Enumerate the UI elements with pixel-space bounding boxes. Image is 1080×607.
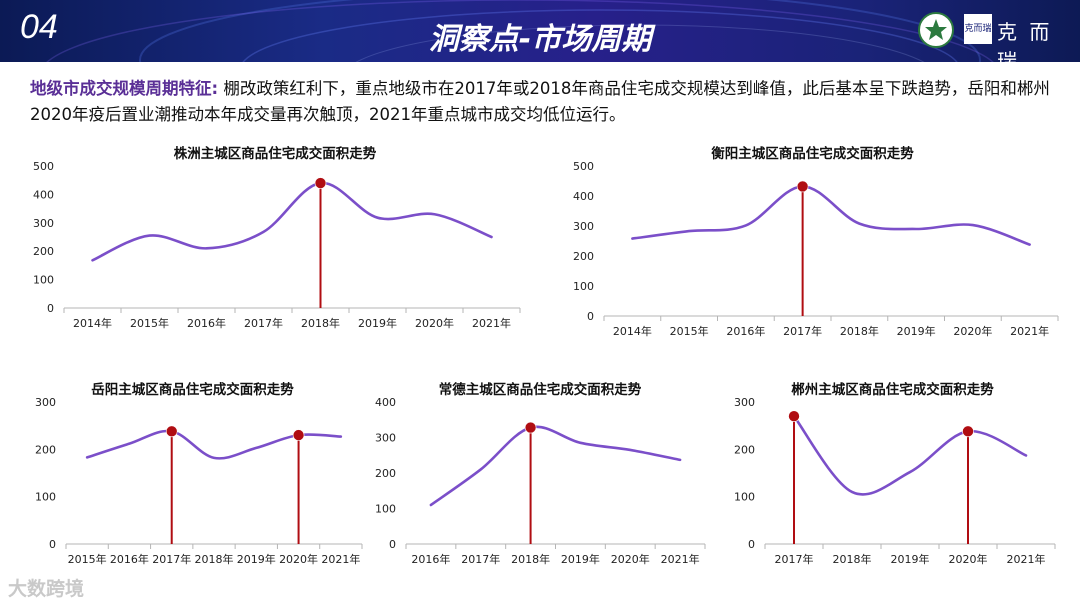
summary-label: 地级市成交规模周期特征: (30, 79, 219, 98)
chart-title: 郴州主城区商品住宅成交面积走势 (791, 382, 994, 398)
summary-text: 地级市成交规模周期特征: 棚改政策红利下，重点地级市在2017年或2018年商品… (30, 76, 1050, 128)
x-tick-label: 2018年 (195, 552, 234, 566)
y-tick-label: 300 (33, 217, 54, 230)
y-tick-label: 100 (573, 280, 594, 293)
y-tick-label: 200 (35, 443, 56, 456)
x-tick-label: 2014年 (73, 316, 112, 330)
y-tick-label: 300 (35, 396, 56, 409)
peak-point (292, 429, 305, 441)
x-tick-label: 2021年 (321, 552, 360, 566)
x-tick-label: 2016年 (110, 552, 149, 566)
x-tick-label: 2020年 (279, 552, 318, 566)
y-tick-label: 400 (375, 396, 396, 409)
y-tick-label: 200 (734, 443, 755, 456)
chart-plot: 0 100 200 300 400 500 2014年 2015年 2016年 2017年 2018… (33, 160, 521, 330)
header-banner: 04 洞察点-市场周期 克而瑞 克 而 瑞 (0, 0, 1080, 62)
chart-plot: 0 100 200 300 2015年 2016年 2017年 2018年 2019年 2020年… (35, 396, 363, 566)
y-tick-label: 100 (375, 503, 396, 516)
x-tick-label: 2017年 (783, 324, 822, 338)
x-tick-label: 2019年 (237, 552, 276, 566)
peak-point (165, 425, 178, 438)
chart-yueyang: 岳阳主城区商品住宅成交面积走势 0 100 200 300 2015年 2016年 2017… (20, 378, 365, 573)
peak-point (524, 421, 537, 434)
x-tick-label: 2016年 (187, 316, 226, 330)
page-number: 04 (20, 8, 58, 46)
x-tick-label: 2019年 (897, 324, 936, 338)
peak-point (788, 410, 800, 423)
x-tick-label: 2015年 (68, 552, 107, 566)
x-tick-label: 2021年 (472, 316, 511, 330)
x-tick-label: 2017年 (244, 316, 283, 330)
y-tick-label: 0 (389, 538, 396, 551)
x-tick-label: 2018年 (301, 316, 340, 330)
x-tick-label: 2014年 (613, 324, 652, 338)
x-tick-label: 2015年 (670, 324, 709, 338)
logo-box: 克而瑞 (964, 14, 992, 44)
x-tick-label: 2020年 (953, 324, 992, 338)
summary-body: 棚改政策红利下，重点地级市在2017年或2018年商品住宅成交规模达到峰值，此后… (30, 79, 1050, 124)
chart-zhuzhou: 株洲主城区商品住宅成交面积走势 0 100 200 300 400 500 2014年 201… (20, 142, 530, 342)
page-title: 洞察点-市场周期 (428, 22, 652, 57)
peak-point (314, 177, 327, 189)
x-tick-label: 2017年 (461, 552, 500, 566)
y-tick-label: 300 (375, 432, 396, 445)
chart-title: 常德主城区商品住宅成交面积走势 (438, 382, 642, 398)
x-tick-label: 2016年 (411, 552, 450, 566)
x-tick-label: 2015年 (130, 316, 169, 330)
y-tick-label: 300 (573, 220, 594, 233)
logo-emblem-icon (918, 12, 954, 48)
y-tick-label: 500 (573, 160, 594, 173)
y-tick-label: 100 (734, 491, 755, 504)
chart-title: 岳阳主城区商品住宅成交面积走势 (91, 382, 294, 398)
series-line (792, 414, 1028, 496)
y-tick-label: 100 (35, 491, 56, 504)
y-tick-label: 200 (33, 245, 54, 258)
x-tick-label: 2020年 (949, 552, 988, 566)
chart-hengyang: 衡阳主城区商品住宅成交面积走势 0 100 200 300 400 500 2014年 201… (560, 142, 1065, 347)
y-tick-label: 400 (573, 190, 594, 203)
series-line (429, 425, 682, 507)
chart-plot: 0 100 200 300 2017年 2018年 2019年 2020年 2021年 (734, 396, 1056, 566)
chart-title: 衡阳主城区商品住宅成交面积走势 (711, 146, 914, 162)
chart-plot: 0 100 200 300 400 500 2014年 2015年 2016年 2017年 2018… (573, 160, 1059, 338)
x-tick-label: 2021年 (661, 552, 700, 566)
chart-chenzhou: 郴州主城区商品住宅成交面积走势 0 100 200 300 2017年 2018年 2019… (725, 378, 1060, 573)
y-tick-label: 0 (748, 538, 755, 551)
x-tick-label: 2019年 (358, 316, 397, 330)
y-tick-label: 0 (49, 538, 56, 551)
y-tick-label: 300 (734, 396, 755, 409)
series-line (631, 185, 1031, 246)
x-tick-label: 2018年 (511, 552, 550, 566)
x-tick-label: 2018年 (840, 324, 879, 338)
chart-title: 株洲主城区商品住宅成交面积走势 (173, 146, 377, 162)
y-tick-label: 200 (573, 250, 594, 263)
header-swirl-decoration (46, 0, 994, 62)
peak-point (796, 180, 809, 193)
y-tick-label: 200 (375, 467, 396, 480)
y-tick-label: 400 (33, 188, 54, 201)
x-tick-label: 2017年 (152, 552, 191, 566)
x-tick-label: 2018年 (833, 552, 872, 566)
peak-point (962, 425, 974, 438)
chart-plot: 0 100 200 300 400 2016年 2017年 2018年 2019年 2020年 20… (375, 396, 706, 566)
y-tick-label: 100 (33, 274, 54, 287)
x-tick-label: 2016年 (726, 324, 765, 338)
x-tick-label: 2019年 (891, 552, 930, 566)
series-line (91, 181, 493, 262)
x-tick-label: 2020年 (611, 552, 650, 566)
x-tick-label: 2020年 (415, 316, 454, 330)
logo-text: 克 而 瑞 (997, 20, 1053, 62)
x-tick-label: 2017年 (775, 552, 814, 566)
y-tick-label: 0 (587, 310, 594, 323)
x-tick-label: 2019年 (561, 552, 600, 566)
x-tick-label: 2021年 (1010, 324, 1049, 338)
y-tick-label: 0 (47, 302, 54, 315)
chart-changde: 常德主城区商品住宅成交面积走势 0 100 200 300 400 2016年 2017年 2… (370, 378, 710, 573)
watermark-text: 大数跨境 (8, 578, 85, 600)
y-tick-label: 500 (33, 160, 54, 173)
x-tick-label: 2021年 (1007, 552, 1046, 566)
